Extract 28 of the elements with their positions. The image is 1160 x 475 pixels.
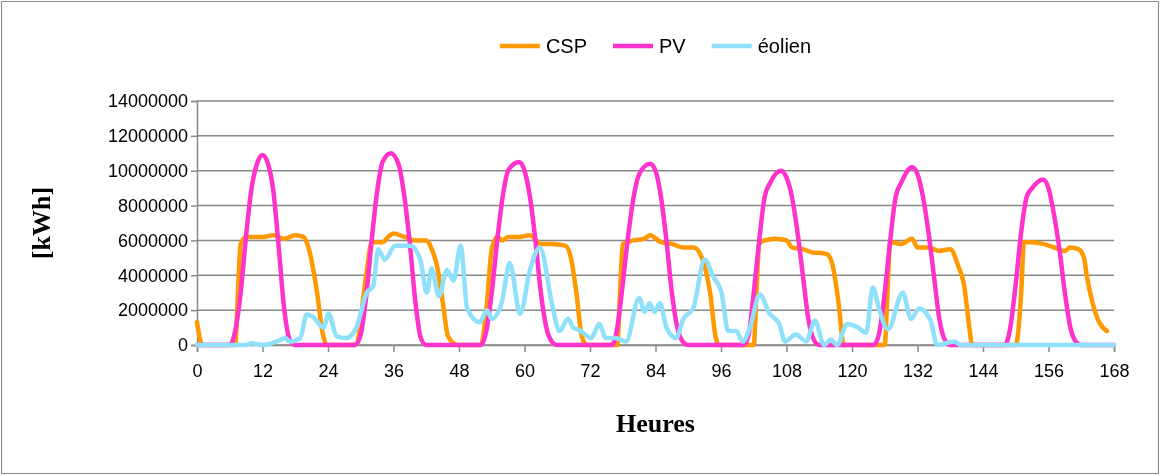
legend-label: CSP: [545, 35, 588, 57]
x-tick-label: 84: [645, 360, 667, 381]
x-tick-label: 60: [514, 360, 536, 381]
x-tick-label: 0: [192, 360, 203, 381]
x-tick-label: 24: [318, 360, 339, 381]
y-tick-label: 6000000: [117, 230, 188, 251]
x-tick-label: 156: [1033, 360, 1065, 381]
y-tick-label: 12000000: [107, 126, 188, 147]
y-tick-label: 14000000: [107, 91, 188, 112]
x-axis-title: Heures: [616, 409, 695, 438]
x-tick-label: 72: [580, 360, 601, 381]
y-tick-label: 2000000: [117, 300, 188, 321]
x-tick-label: 96: [711, 360, 732, 381]
x-tick-label: 12: [252, 360, 274, 381]
x-tick-label: 120: [837, 360, 868, 381]
legend-label: éolien: [757, 35, 812, 57]
y-tick-label: 4000000: [117, 265, 188, 286]
x-tick-label: 108: [771, 360, 803, 381]
x-tick-label: 144: [968, 360, 999, 381]
y-axis-title: [kWh]: [27, 186, 56, 260]
x-tick-label: 36: [383, 360, 405, 381]
legend-label: PV: [659, 35, 687, 57]
y-tick-label: 0: [177, 335, 188, 356]
y-tick-label: 10000000: [107, 160, 188, 181]
y-tick-label: 8000000: [117, 195, 188, 216]
x-tick-label: 168: [1099, 360, 1130, 381]
x-tick-label: 48: [449, 360, 470, 381]
x-tick-label: 132: [902, 360, 934, 381]
